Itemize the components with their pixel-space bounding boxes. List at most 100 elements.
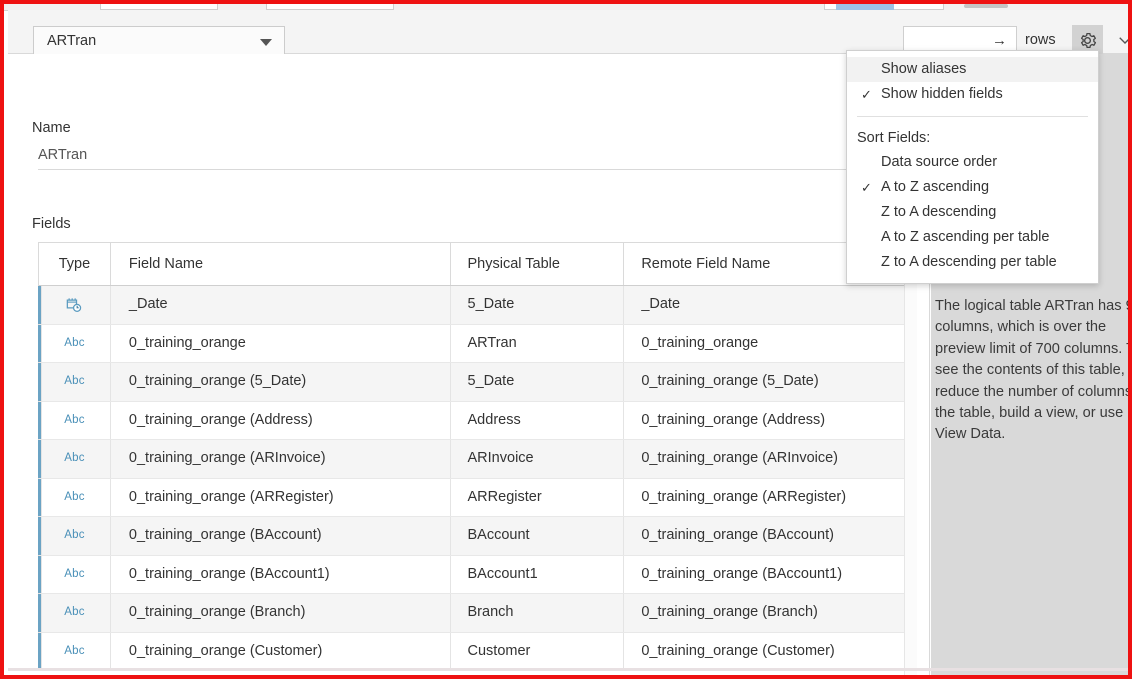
abc-icon: Abc [64, 490, 85, 503]
row-accent-bar [38, 440, 42, 478]
row-remote-field-name: 0_training_orange (ARRegister) [641, 488, 847, 505]
info-panel-message: The logical table ARTran has 933 columns… [935, 298, 1132, 443]
row-remote-field-name: 0_training_orange (Branch) [641, 604, 818, 620]
row-remote-field-name: 0_training_orange (Address) [641, 411, 826, 428]
row-type-cell: Abc [39, 478, 111, 516]
fields-label: Fields [32, 216, 71, 232]
row-accent-bar [38, 478, 42, 516]
row-physical-table: BAccount [451, 517, 625, 555]
row-remote-field-name: 0_training_orange (Customer) [641, 642, 835, 659]
menu-item-data-source-order[interactable]: Data source order [847, 150, 1098, 175]
chevron-down-icon [1119, 37, 1128, 44]
menu-item-a-to-z-ascending-label: A to Z ascending [881, 179, 990, 195]
column-header-field-name[interactable]: Field Name [111, 243, 451, 285]
row-type-cell: Abc [39, 440, 111, 478]
table-row[interactable]: Abc 0_training_orange (BAccount1) BAccou… [38, 555, 904, 594]
table-row[interactable]: Abc 0_training_orange (ARRegister) ARReg… [38, 478, 904, 517]
menu-item-a-to-z-ascending[interactable]: ✓ A to Z ascending [847, 175, 1098, 200]
table-select-dropdown[interactable]: ARTran [33, 26, 285, 56]
row-accent-bar [38, 555, 42, 593]
check-icon: ✓ [861, 87, 872, 102]
horizontal-scrollbar-thumb[interactable] [964, 4, 1008, 8]
calendar-clock-icon [67, 298, 82, 312]
table-row[interactable]: Abc 0_training_orange (5_Date) 5_Date 0_… [38, 363, 904, 402]
row-field-name: 0_training_orange [111, 324, 451, 362]
abc-icon: Abc [64, 413, 85, 426]
name-label: Name [32, 120, 71, 136]
menu-item-show-aliases[interactable]: Show aliases [847, 57, 1098, 82]
row-type-cell: Abc [39, 555, 111, 593]
row-type-cell: Abc [39, 632, 111, 670]
row-physical-table: 5_Date [451, 363, 625, 401]
table-name-input[interactable]: ARTran [38, 147, 918, 170]
row-field-name: 0_training_orange (BAccount1) [111, 555, 451, 593]
table-select-value: ARTran [47, 33, 97, 49]
row-field-name: 0_training_orange (ARInvoice) [111, 440, 451, 478]
table-row[interactable]: Abc 0_training_orange (BAccount) BAccoun… [38, 517, 904, 556]
abc-icon: Abc [64, 567, 85, 580]
preview-toolbar: ARTran → rows [8, 10, 1128, 56]
menu-item-z-to-a-descending-per-table[interactable]: Z to A descending per table [847, 250, 1098, 275]
row-type-cell [39, 286, 111, 324]
table-row[interactable]: Abc 0_training_orange (Branch) Branch 0_… [38, 594, 904, 633]
table-row[interactable]: Abc 0_training_orange (Address) Address … [38, 401, 904, 440]
row-physical-table: ARInvoice [451, 440, 625, 478]
top-tab-secondary[interactable] [266, 4, 394, 10]
row-accent-bar [38, 363, 42, 401]
row-accent-bar [38, 517, 42, 555]
arrow-right-icon[interactable]: → [992, 32, 1007, 49]
column-header-type[interactable]: Type [39, 243, 111, 285]
row-type-cell: Abc [39, 517, 111, 555]
row-physical-table: BAccount1 [451, 555, 625, 593]
row-accent-bar [38, 594, 42, 632]
menu-section-sort-fields: Sort Fields: [857, 130, 931, 146]
row-type-cell: Abc [39, 363, 111, 401]
table-details-pane: Name ARTran Fields Type Field Name Physi… [8, 54, 930, 675]
row-field-name: 0_training_orange (BAccount) [111, 517, 451, 555]
check-icon: ✓ [861, 180, 872, 195]
abc-icon: Abc [64, 375, 85, 387]
column-header-physical-table[interactable]: Physical Table [451, 243, 625, 285]
menu-item-show-aliases-label: Show aliases [881, 61, 967, 77]
table-row[interactable]: Abc 0_training_orange ARTran 0_training_… [38, 324, 904, 363]
row-physical-table: Customer [451, 632, 625, 670]
menu-item-a-to-z-ascending-per-table[interactable]: A to Z ascending per table [847, 225, 1098, 250]
top-tab-artran[interactable]: ARTran [100, 4, 218, 10]
row-remote-field-name: 0_training_orange (5_Date) [641, 373, 819, 389]
row-remote-field-name: 0_training_orange (ARInvoice) [641, 450, 838, 466]
abc-icon: Abc [64, 452, 85, 464]
abc-icon: Abc [64, 529, 85, 541]
top-tab-artran-label: ARTran [115, 4, 152, 7]
row-field-name: 0_training_orange (5_Date) [111, 363, 451, 401]
row-accent-bar [38, 286, 42, 324]
row-type-cell: Abc [39, 594, 111, 632]
row-field-name: 0_training_orange (ARRegister) [111, 478, 451, 516]
row-accent-bar [38, 401, 42, 439]
selection-highlight [836, 4, 894, 10]
menu-item-z-to-a-descending-per-table-label: Z to A descending per table [881, 254, 1057, 270]
row-field-name: _Date [111, 286, 451, 324]
gear-icon [1081, 32, 1097, 49]
menu-divider [857, 116, 1088, 117]
table-row[interactable]: Abc 0_training_orange (ARInvoice) ARInvo… [38, 440, 904, 479]
menu-item-show-hidden-fields[interactable]: ✓ Show hidden fields [847, 82, 1098, 107]
row-accent-bar [38, 324, 42, 362]
table-row[interactable]: _Date 5_Date _Date [38, 286, 904, 325]
chevron-down-icon [260, 39, 272, 46]
row-physical-table: ARRegister [451, 478, 625, 516]
row-remote-field-name: 0_training_orange (BAccount1) [641, 565, 843, 582]
column-header-remote-field-name[interactable]: Remote Field Name [641, 256, 771, 272]
fields-table-scrollbar-track[interactable] [904, 242, 917, 675]
row-field-name: 0_training_orange (Address) [111, 401, 451, 439]
table-row[interactable]: Abc 0_training_orange (Customer) Custome… [38, 632, 904, 671]
row-remote-field-name: 0_training_orange [641, 334, 759, 351]
row-remote-field-name: _Date [641, 296, 681, 312]
row-physical-table: Branch [451, 594, 625, 632]
abc-icon: Abc [64, 644, 85, 657]
collapse-chevron-button[interactable] [1113, 28, 1128, 52]
menu-item-z-to-a-descending[interactable]: Z to A descending [847, 200, 1098, 225]
row-field-name: 0_training_orange (Branch) [111, 594, 451, 632]
settings-dropdown-menu: Show aliases ✓ Show hidden fields Sort F… [846, 50, 1099, 284]
fields-table-header: Type Field Name Physical Table Remote Fi… [39, 243, 904, 286]
row-field-name: 0_training_orange (Customer) [111, 632, 451, 670]
